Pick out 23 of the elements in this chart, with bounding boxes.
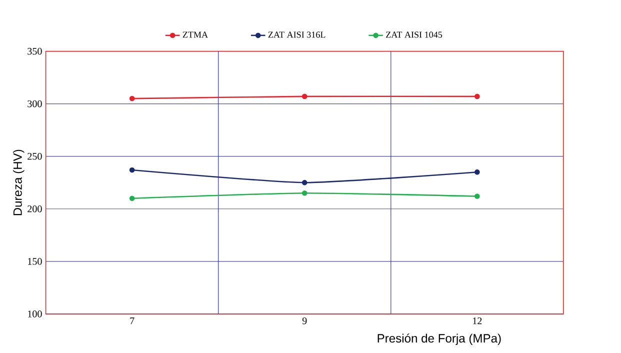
x-tick-label: 9 — [302, 318, 307, 324]
point — [129, 196, 135, 202]
y-tick-label: 200 — [28, 206, 42, 212]
x-axis-title: Presión de Forja (MPa) — [378, 334, 501, 346]
point — [302, 190, 308, 196]
legend-label: ZAT AISI 316L — [268, 32, 326, 38]
legend-label: ZAT AISI 1045 — [386, 32, 442, 38]
x-tick-label: 7 — [130, 318, 134, 324]
y-tick-label: 300 — [28, 100, 42, 108]
point — [474, 94, 480, 100]
x-tick-label: 12 — [473, 318, 482, 324]
y-tick-label: 150 — [28, 258, 42, 266]
legend-label: ZTMA — [182, 32, 208, 38]
point — [474, 194, 480, 200]
y-tick-label: 250 — [28, 153, 42, 160]
point — [129, 168, 135, 173]
y-tick-label: 350 — [28, 48, 42, 55]
y-tick-label: 100 — [28, 310, 42, 318]
point — [302, 94, 308, 100]
point — [129, 96, 135, 102]
y-axis-title: Dureza (HV) — [13, 150, 24, 216]
point — [474, 170, 480, 175]
point — [302, 180, 308, 186]
